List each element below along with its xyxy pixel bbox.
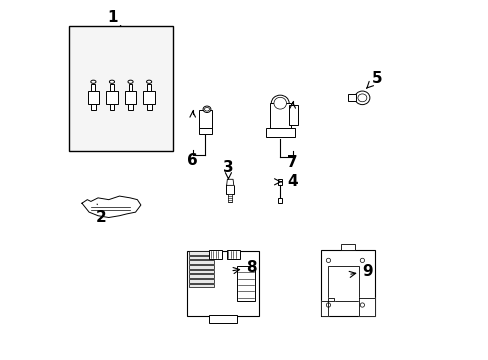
Ellipse shape — [357, 94, 366, 102]
Ellipse shape — [91, 80, 96, 84]
Bar — [189, 274, 214, 278]
Text: 5: 5 — [366, 71, 381, 88]
Bar — [225, 185, 234, 194]
Bar — [106, 91, 117, 104]
Bar — [110, 84, 114, 91]
Bar — [69, 26, 173, 152]
Bar — [189, 279, 214, 283]
Ellipse shape — [109, 80, 114, 84]
Bar — [198, 128, 211, 134]
Ellipse shape — [325, 258, 330, 262]
Text: 2: 2 — [96, 204, 107, 225]
Ellipse shape — [354, 91, 369, 105]
Text: 9: 9 — [348, 264, 372, 279]
Bar — [347, 94, 355, 102]
Bar — [91, 104, 96, 110]
Bar — [109, 104, 114, 110]
Bar — [340, 244, 354, 249]
Bar — [189, 284, 214, 287]
Text: 4: 4 — [274, 174, 297, 189]
Polygon shape — [226, 179, 233, 185]
Ellipse shape — [204, 108, 209, 111]
Bar — [208, 315, 237, 323]
Text: 7: 7 — [287, 155, 297, 170]
Bar — [321, 249, 374, 316]
Polygon shape — [321, 298, 333, 316]
Polygon shape — [82, 196, 141, 217]
Bar — [278, 198, 282, 203]
Ellipse shape — [146, 80, 151, 84]
Bar — [189, 265, 214, 269]
Text: 8: 8 — [232, 260, 256, 275]
Ellipse shape — [325, 303, 330, 307]
Ellipse shape — [273, 97, 286, 109]
Text: 1: 1 — [107, 10, 121, 26]
Bar — [288, 105, 298, 125]
Bar — [189, 251, 214, 255]
Bar — [226, 249, 240, 258]
Ellipse shape — [203, 106, 210, 112]
Polygon shape — [358, 298, 374, 316]
Bar — [189, 270, 214, 273]
Bar — [227, 194, 232, 202]
Text: 3: 3 — [223, 160, 233, 179]
Bar — [237, 266, 255, 301]
Text: 6: 6 — [187, 153, 198, 168]
Bar — [328, 266, 358, 301]
Bar — [189, 256, 214, 259]
Bar — [143, 91, 154, 104]
Ellipse shape — [360, 303, 364, 307]
Bar — [146, 104, 151, 110]
Ellipse shape — [271, 95, 288, 111]
Bar — [208, 249, 222, 258]
Ellipse shape — [128, 80, 133, 84]
Bar — [91, 84, 95, 91]
Bar — [269, 103, 290, 130]
Bar — [87, 91, 99, 104]
Bar — [128, 84, 132, 91]
Bar — [189, 260, 214, 264]
Bar — [265, 128, 294, 137]
Bar — [147, 84, 151, 91]
Bar — [278, 179, 282, 185]
Ellipse shape — [360, 258, 364, 262]
Bar — [198, 111, 211, 128]
Bar — [124, 91, 136, 104]
Bar — [187, 251, 258, 316]
Bar — [128, 104, 133, 110]
